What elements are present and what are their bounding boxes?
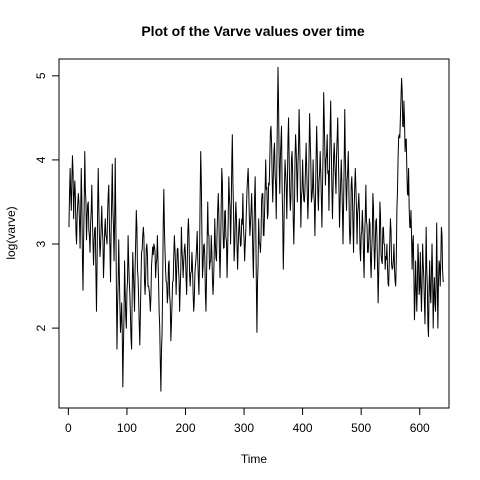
series-line <box>68 66 445 392</box>
x-tick-label: 600 <box>410 421 430 435</box>
y-tick-label: 2 <box>34 324 48 331</box>
y-axis-label: log(varve) <box>4 206 18 259</box>
x-tick-label: 0 <box>65 421 72 435</box>
x-tick-label: 400 <box>293 421 313 435</box>
x-tick-label: 100 <box>117 421 137 435</box>
y-axis: 2 3 4 5 <box>34 72 59 331</box>
x-axis-label: Time <box>241 452 268 466</box>
y-tick-label: 5 <box>34 72 48 79</box>
x-tick-label: 500 <box>351 421 371 435</box>
x-tick-label: 200 <box>175 421 195 435</box>
x-axis: 0 100 200 300 400 500 600 <box>65 408 430 435</box>
y-tick-label: 4 <box>34 156 48 163</box>
chart-title: Plot of the Varve values over time <box>141 23 365 39</box>
x-tick-label: 300 <box>234 421 254 435</box>
plot-frame <box>58 58 450 409</box>
y-tick-label: 3 <box>34 240 48 247</box>
